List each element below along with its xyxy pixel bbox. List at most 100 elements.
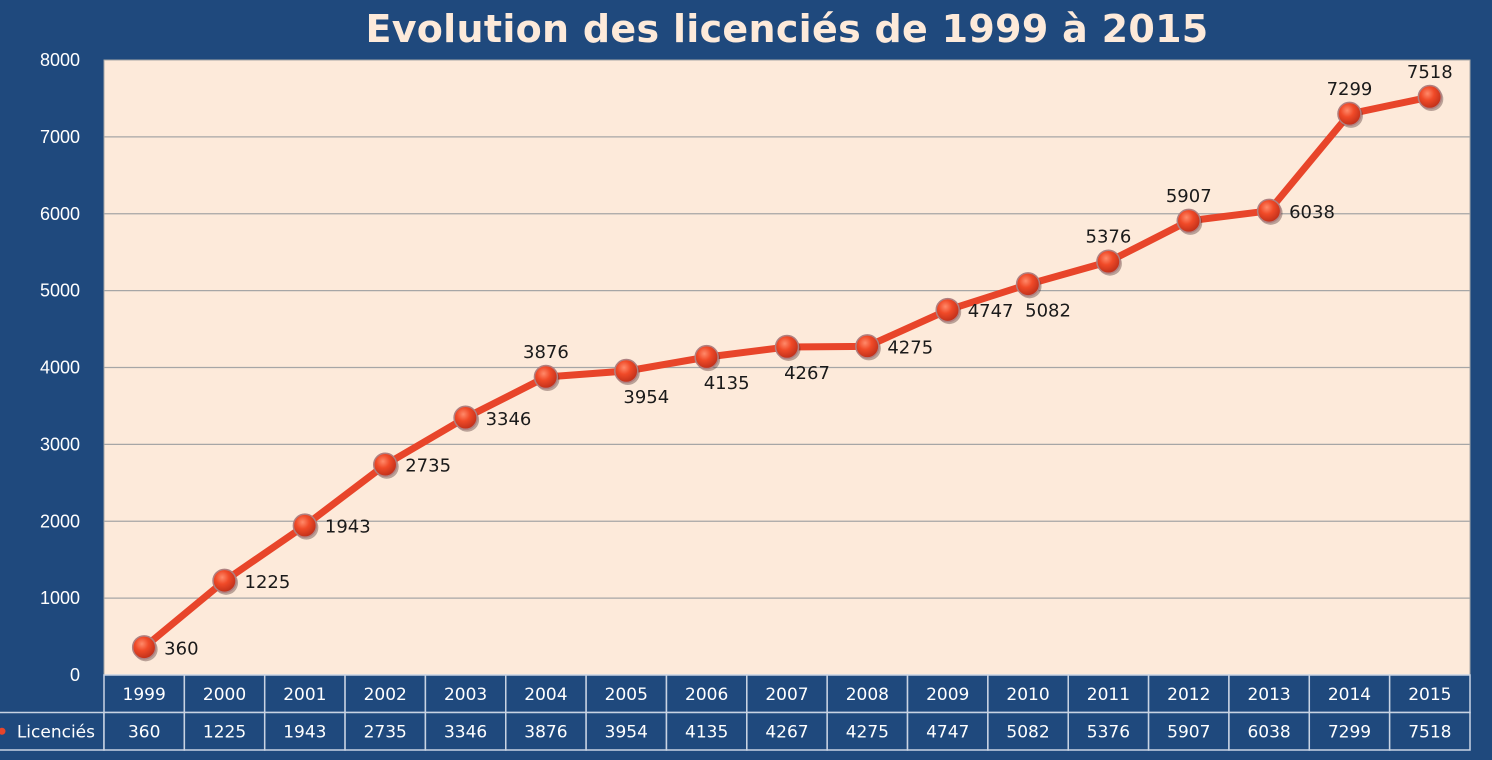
table-value: 3346 <box>444 722 487 742</box>
table-value: 1225 <box>203 722 246 742</box>
table-value-cell <box>1067 711 1150 751</box>
data-label: 3954 <box>623 387 669 408</box>
y-tick-label: 7000 <box>40 127 80 147</box>
x-category-label: 1999 <box>123 685 166 705</box>
data-point <box>292 513 318 538</box>
table-value-cell <box>505 711 587 751</box>
y-tick-label: 6000 <box>40 204 80 224</box>
series-licencies <box>131 84 1444 662</box>
data-table: Licenciés 1999 360 2000 1225 2001 1943 2002 2735… <box>0 674 1471 751</box>
x-category-label: 2011 <box>1087 685 1130 705</box>
x-category-label: 2002 <box>364 685 407 705</box>
data-point <box>614 358 639 384</box>
data-point <box>1256 198 1282 224</box>
data-label: 1225 <box>245 572 291 593</box>
x-category-label: 2013 <box>1247 685 1290 705</box>
table-value: 5376 <box>1087 722 1130 742</box>
data-point <box>1096 249 1121 274</box>
table-value-cell <box>1308 711 1391 751</box>
table-value: 7518 <box>1408 722 1451 742</box>
table-series-name: Licenciés <box>17 722 95 742</box>
table-value: 3876 <box>524 722 567 742</box>
data-point <box>1337 101 1362 127</box>
data-label: 7518 <box>1407 62 1453 83</box>
table-header-cell <box>424 674 507 714</box>
table-legend-cell <box>0 711 105 751</box>
y-tick-label: 3000 <box>40 434 80 454</box>
table-header-cell <box>826 674 909 714</box>
x-category-label: 2015 <box>1408 685 1451 705</box>
table-value: 4267 <box>765 722 808 742</box>
data-label: 3876 <box>523 342 569 363</box>
data-point <box>131 635 157 660</box>
x-category-label: 2008 <box>846 685 889 705</box>
table-value: 1943 <box>283 722 326 742</box>
table-value: 5082 <box>1006 722 1049 742</box>
data-label: 4275 <box>887 337 933 358</box>
table-value-cell <box>1147 711 1230 751</box>
data-label: 4267 <box>784 363 830 384</box>
data-point <box>453 405 478 431</box>
table-value-cell <box>987 711 1069 751</box>
data-point <box>1176 208 1202 234</box>
data-label: 3346 <box>486 409 532 430</box>
data-label: 2735 <box>405 456 451 477</box>
table-value-cell <box>826 711 909 751</box>
data-label: 5907 <box>1166 186 1212 207</box>
table-value: 4275 <box>846 722 889 742</box>
legend-marker-icon <box>0 727 6 735</box>
table-header-cell <box>1308 674 1391 714</box>
y-tick-label: 8000 <box>40 50 80 70</box>
y-tick-label: 4000 <box>40 358 80 378</box>
table-value: 5907 <box>1167 722 1210 742</box>
table-header-cell <box>987 674 1069 714</box>
x-category-label: 2007 <box>765 685 808 705</box>
data-label: 6038 <box>1289 202 1335 223</box>
data-point <box>774 334 800 360</box>
y-tick-label: 1000 <box>40 588 80 608</box>
table-value-cell <box>1228 711 1311 751</box>
x-category-label: 2006 <box>685 685 728 705</box>
table-value-cell <box>263 711 346 751</box>
data-point <box>372 452 398 477</box>
data-labels: 360 1225 1943 2735 3346 3876 3954 4135 4267 4275 4… <box>164 62 1453 659</box>
x-category-label: 2003 <box>444 685 487 705</box>
table-value-cell <box>585 711 668 751</box>
table-header-cell <box>1067 674 1150 714</box>
table-value: 7299 <box>1328 722 1371 742</box>
table-value-cell <box>906 711 989 751</box>
data-point <box>935 297 960 323</box>
table-value-cell <box>103 711 186 751</box>
x-category-label: 2000 <box>203 685 246 705</box>
table-value: 2735 <box>364 722 407 742</box>
data-point <box>1015 272 1041 297</box>
y-axis: 0 1000 2000 3000 4000 5000 6000 7000 8000 <box>40 50 80 685</box>
table-value: 6038 <box>1247 722 1290 742</box>
data-label: 4747 <box>968 301 1014 322</box>
table-value: 3954 <box>605 722 648 742</box>
table-value-cell <box>424 711 507 751</box>
table-value: 4747 <box>926 722 969 742</box>
table-header-cell <box>906 674 989 714</box>
y-tick-label: 0 <box>70 665 80 685</box>
table-header-cell <box>665 674 748 714</box>
table-value-cell <box>183 711 266 751</box>
table-header-cell <box>1228 674 1311 714</box>
y-tick-label: 2000 <box>40 511 80 531</box>
data-label: 4135 <box>704 373 750 394</box>
table-value: 360 <box>128 722 160 742</box>
data-point <box>694 344 719 370</box>
table-header-cell <box>103 674 186 714</box>
x-category-label: 2012 <box>1167 685 1210 705</box>
data-point <box>212 568 237 594</box>
table-value: 4135 <box>685 722 728 742</box>
data-point <box>855 334 880 359</box>
data-point <box>533 364 559 390</box>
x-category-label: 2004 <box>524 685 567 705</box>
data-label: 5376 <box>1086 227 1132 248</box>
data-label: 1943 <box>325 517 371 538</box>
x-category-label: 2009 <box>926 685 969 705</box>
x-category-label: 2001 <box>283 685 326 705</box>
data-label: 360 <box>164 638 198 659</box>
